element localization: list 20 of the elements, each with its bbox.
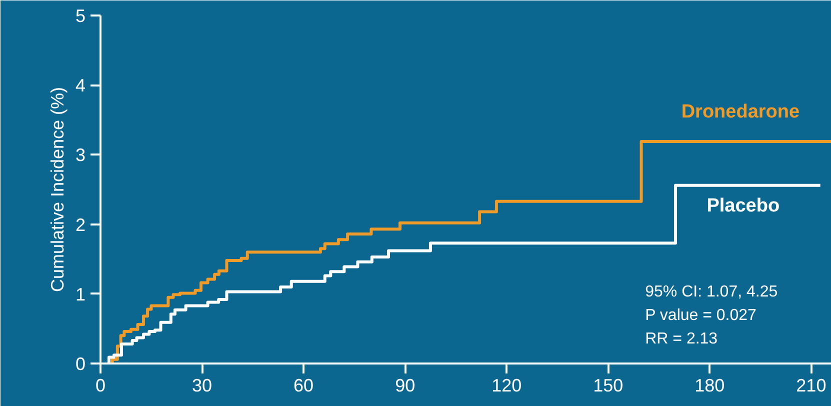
series-label: Dronedarone bbox=[681, 102, 800, 123]
x-tick-label: 60 bbox=[294, 376, 314, 396]
y-tick-label: 0 bbox=[75, 354, 86, 374]
x-tick-label: 210 bbox=[796, 376, 826, 396]
y-tick-label: 1 bbox=[75, 284, 86, 304]
x-tick-label: 90 bbox=[395, 376, 416, 396]
annotation: P value = 0.027 bbox=[645, 306, 757, 324]
y-tick-label: 3 bbox=[75, 145, 86, 166]
annotation: 95% CI: 1.07, 4.25 bbox=[645, 284, 778, 301]
x-tick-label: 150 bbox=[593, 376, 624, 396]
y-tick-label: 4 bbox=[75, 76, 86, 96]
series-label: Placebo bbox=[706, 196, 780, 217]
x-tick-label: 30 bbox=[192, 376, 212, 396]
y-tick-label: 2 bbox=[75, 214, 86, 235]
annotation: RR = 2.13 bbox=[645, 330, 718, 348]
y-tick-label: 5 bbox=[75, 6, 86, 26]
x-tick-label: 120 bbox=[492, 376, 522, 396]
y-axis-title: Cumulative Incidence (%) bbox=[47, 86, 68, 292]
x-tick-label: 0 bbox=[95, 376, 106, 396]
x-tick-label: 180 bbox=[694, 376, 725, 396]
